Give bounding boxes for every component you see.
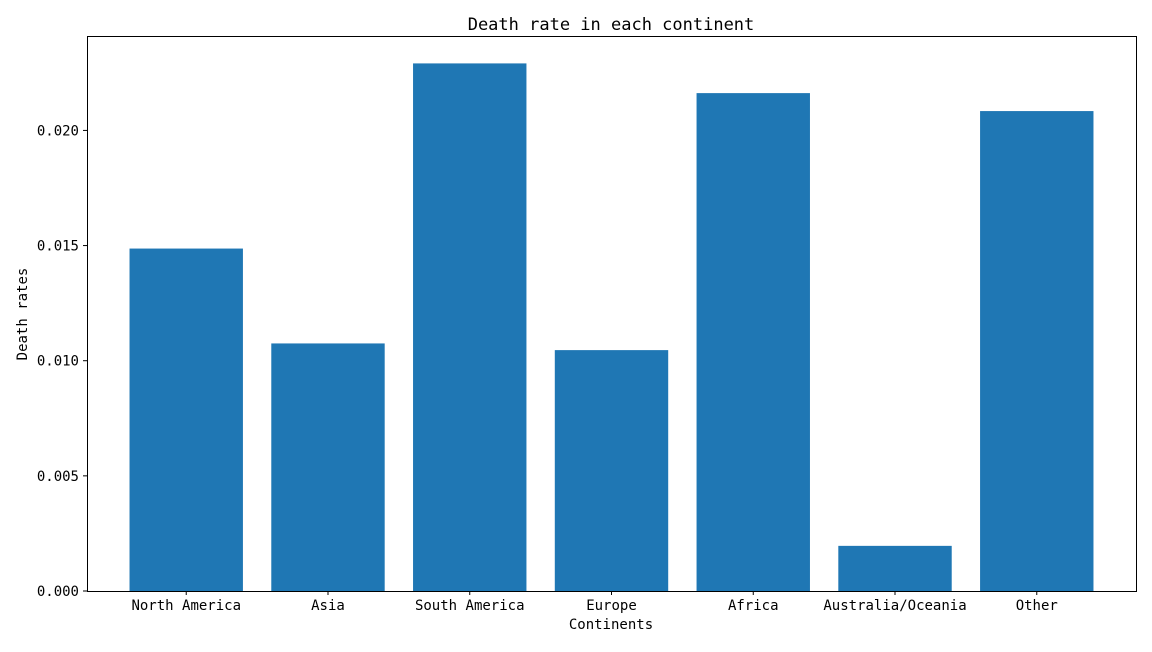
x-tick-label: Asia <box>311 598 345 614</box>
x-tick-label: South America <box>415 598 525 614</box>
y-tick-label: 0.020 <box>37 123 79 139</box>
bar-africa <box>696 93 810 591</box>
y-axis-ticks: 0.000 0.005 0.010 0.015 0.020 <box>37 123 87 600</box>
bar-south-america <box>413 63 527 592</box>
x-tick-label: Australia/Oceania <box>823 598 966 614</box>
y-tick-label: 0.005 <box>37 469 79 485</box>
x-axis-ticks: North America Asia South America Europe Afri… <box>131 591 1058 614</box>
bar-europe <box>554 350 669 591</box>
bars-group <box>129 63 1094 592</box>
y-tick-label: 0.010 <box>37 354 79 370</box>
plot-frame <box>87 36 1137 592</box>
y-tick-label: 0.015 <box>37 239 79 255</box>
chart-title: Death rate in each continent <box>468 15 755 35</box>
y-tick-label: 0.000 <box>37 584 79 600</box>
y-axis-label: Death rates <box>15 268 31 361</box>
x-tick-label: Africa <box>728 598 779 614</box>
bar-asia <box>271 343 385 591</box>
bar-north-america <box>129 248 243 591</box>
x-tick-label: North America <box>131 598 241 614</box>
bar-australia-oceania <box>838 545 952 591</box>
bar-other <box>980 111 1094 591</box>
x-tick-label: Europe <box>586 598 637 614</box>
x-axis-label: Continents <box>569 617 653 633</box>
x-tick-label: Other <box>1016 598 1058 614</box>
